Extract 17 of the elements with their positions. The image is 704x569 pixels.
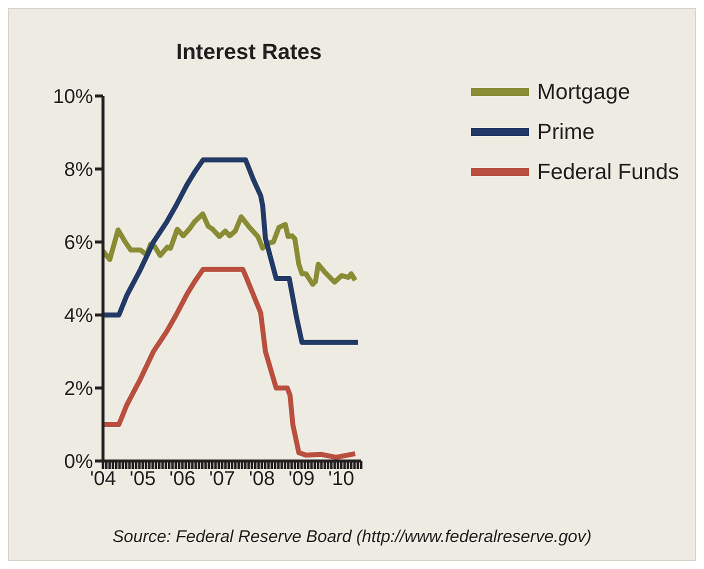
x-tick-label: '09 [288, 468, 315, 490]
x-tick-label: '04 [90, 468, 116, 490]
x-tick-label: '06 [169, 468, 196, 490]
y-tick-label: 10% [52, 86, 94, 108]
x-tick-label: '05 [130, 468, 156, 490]
x-tick-label: '07 [209, 468, 236, 490]
legend-label: Mortgage [537, 79, 630, 105]
y-tick-label: 2% [64, 378, 94, 400]
legend-label: Federal Funds [537, 159, 679, 185]
y-tick-label: 8% [64, 159, 94, 182]
source-note: Source: Federal Reserve Board (http://www.federalreserve.gov) [111, 527, 593, 547]
legend-label: Prime [537, 119, 595, 145]
y-tick-label: 4% [64, 305, 94, 328]
x-tick-label: '10 [328, 468, 354, 490]
y-tick-label: 6% [64, 232, 94, 254]
chart-title: Interest Rates [175, 39, 323, 65]
x-tick-label: '08 [248, 468, 275, 490]
